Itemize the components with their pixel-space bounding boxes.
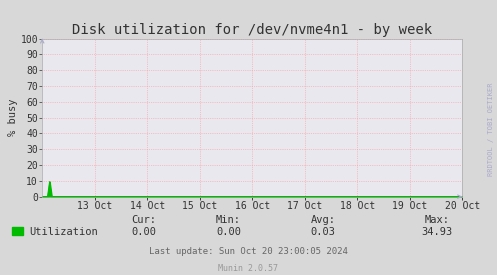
Text: Min:: Min: — [216, 215, 241, 225]
Text: RRDTOOL / TOBI OETIKER: RRDTOOL / TOBI OETIKER — [488, 82, 494, 176]
Text: Munin 2.0.57: Munin 2.0.57 — [219, 264, 278, 273]
Text: Last update: Sun Oct 20 23:00:05 2024: Last update: Sun Oct 20 23:00:05 2024 — [149, 247, 348, 256]
Text: Cur:: Cur: — [132, 215, 157, 225]
Text: Utilization: Utilization — [29, 227, 98, 237]
Text: 0.00: 0.00 — [216, 227, 241, 237]
Y-axis label: % busy: % busy — [7, 99, 18, 136]
Title: Disk utilization for /dev/nvme4n1 - by week: Disk utilization for /dev/nvme4n1 - by w… — [72, 23, 432, 37]
Text: Avg:: Avg: — [311, 215, 335, 225]
Text: 0.00: 0.00 — [132, 227, 157, 237]
Text: 34.93: 34.93 — [422, 227, 453, 237]
Text: 0.03: 0.03 — [311, 227, 335, 237]
Text: Max:: Max: — [425, 215, 450, 225]
